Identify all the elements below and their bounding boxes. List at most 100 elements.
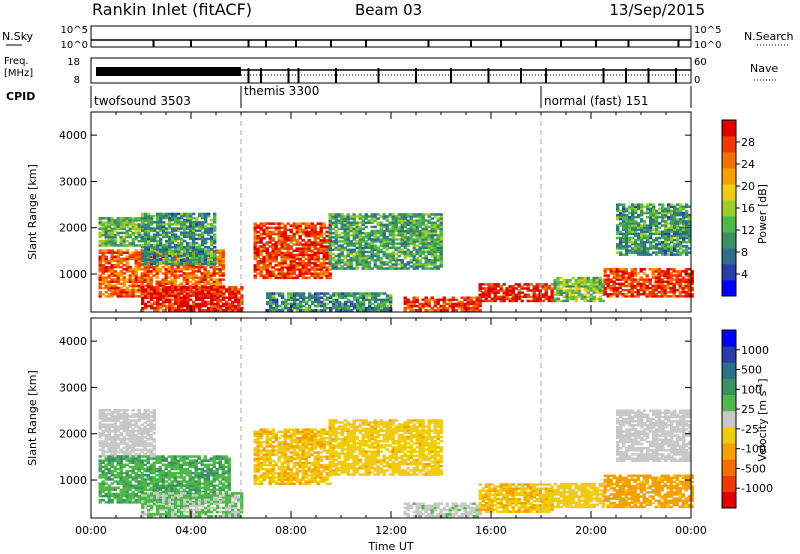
heatmap-cell xyxy=(325,270,329,273)
heatmap-cell xyxy=(331,242,335,245)
heatmap-cell xyxy=(639,282,643,286)
freq-tick-top: 18 xyxy=(67,57,80,68)
heatmap-cell xyxy=(541,285,545,288)
heatmap-cell xyxy=(186,235,190,239)
heatmap-cell xyxy=(433,234,437,237)
heatmap-cell xyxy=(231,300,235,304)
heatmap-cell xyxy=(168,294,172,297)
heatmap-cell xyxy=(670,222,674,225)
heatmap-cell xyxy=(280,241,284,244)
power-heatmap-cells xyxy=(98,203,694,312)
heatmap-cell xyxy=(664,253,668,256)
heatmap-cell xyxy=(649,245,653,248)
heatmap-cell xyxy=(415,229,419,233)
heatmap-cell xyxy=(162,248,166,251)
heatmap-cell xyxy=(661,251,665,254)
heatmap-cell xyxy=(364,234,368,237)
heatmap-cell xyxy=(669,268,673,271)
heatmap-cell xyxy=(186,302,190,306)
heatmap-cell xyxy=(147,212,151,216)
heatmap-cell xyxy=(268,245,272,248)
heatmap-cell xyxy=(284,306,288,310)
heatmap-cell xyxy=(430,217,434,220)
heatmap-cell xyxy=(146,265,150,269)
heatmap-cell xyxy=(125,452,129,456)
heatmap-cell xyxy=(412,225,416,229)
heatmap-cell xyxy=(550,283,554,286)
heatmap-cell xyxy=(314,300,318,304)
heatmap-cell xyxy=(274,226,278,230)
heatmap-cell xyxy=(313,237,317,240)
heatmap-cell xyxy=(376,240,380,243)
heatmap-cell xyxy=(337,263,341,266)
heatmap-cell xyxy=(104,270,108,273)
heatmap-cell xyxy=(159,237,163,241)
heatmap-cell xyxy=(380,292,384,295)
heatmap-cell xyxy=(352,221,356,224)
heatmap-cell xyxy=(216,304,220,308)
heatmap-cell xyxy=(212,284,216,288)
heatmap-cell xyxy=(618,286,622,290)
heatmap-cell xyxy=(352,250,356,254)
heatmap-cell xyxy=(412,234,416,237)
heatmap-cell xyxy=(322,222,326,225)
heatmap-cell xyxy=(631,211,635,215)
heatmap-cell xyxy=(682,232,686,236)
heatmap-cell xyxy=(636,288,640,292)
heatmap-cell xyxy=(119,261,123,265)
heatmap-cell xyxy=(615,293,619,296)
heatmap-cell xyxy=(280,253,284,257)
heatmap-cell xyxy=(186,286,190,289)
heatmap-cell xyxy=(216,286,220,289)
heatmap-cell xyxy=(389,294,393,297)
heatmap-cell xyxy=(376,238,380,241)
heatmap-cell xyxy=(436,300,440,304)
heatmap-cell xyxy=(295,255,299,259)
heatmap-cell xyxy=(654,284,658,288)
heatmap-cell xyxy=(183,288,187,291)
heatmap-cell xyxy=(397,215,401,218)
heatmap-cell xyxy=(415,304,419,308)
heatmap-cell xyxy=(624,284,628,288)
heatmap-cell xyxy=(298,222,302,225)
heatmap-cell xyxy=(122,417,126,420)
heatmap-cell xyxy=(98,440,102,443)
heatmap-cell xyxy=(457,302,461,306)
heatmap-cell xyxy=(565,283,569,286)
heatmap-cell xyxy=(213,309,217,312)
heatmap-cell xyxy=(141,250,145,253)
heatmap-cell xyxy=(192,225,196,228)
heatmap-cell xyxy=(289,264,293,267)
heatmap-cell xyxy=(514,297,518,301)
heatmap-cell xyxy=(685,247,689,250)
heatmap-cell xyxy=(592,287,596,290)
heatmap-cell xyxy=(307,239,311,242)
nsky-panel xyxy=(90,25,692,48)
heatmap-cell xyxy=(206,274,210,277)
heatmap-cell xyxy=(394,234,398,237)
heatmap-cell xyxy=(415,263,419,266)
heatmap-cell xyxy=(460,304,464,308)
heatmap-cell xyxy=(268,257,272,261)
heatmap-cell xyxy=(201,296,205,299)
heatmap-cell xyxy=(171,256,175,259)
heatmap-cell xyxy=(406,242,410,245)
heatmap-cell xyxy=(340,246,344,249)
heatmap-cell xyxy=(583,297,587,301)
heatmap-cell xyxy=(180,258,184,261)
heatmap-cell xyxy=(104,249,108,252)
heatmap-cell xyxy=(592,281,596,284)
heatmap-cell xyxy=(673,245,677,248)
heatmap-cell xyxy=(672,282,676,286)
heatmap-cell xyxy=(313,270,317,273)
heatmap-cell xyxy=(156,231,160,234)
heatmap-cell xyxy=(283,224,287,227)
heatmap-cell xyxy=(134,237,138,241)
heatmap-cell xyxy=(104,231,108,235)
heatmap-cell xyxy=(116,446,120,449)
heatmap-cell xyxy=(204,286,208,289)
heatmap-cell xyxy=(433,242,437,245)
heatmap-cell xyxy=(325,276,329,280)
heatmap-cell xyxy=(583,295,587,299)
heatmap-cell xyxy=(162,304,166,308)
